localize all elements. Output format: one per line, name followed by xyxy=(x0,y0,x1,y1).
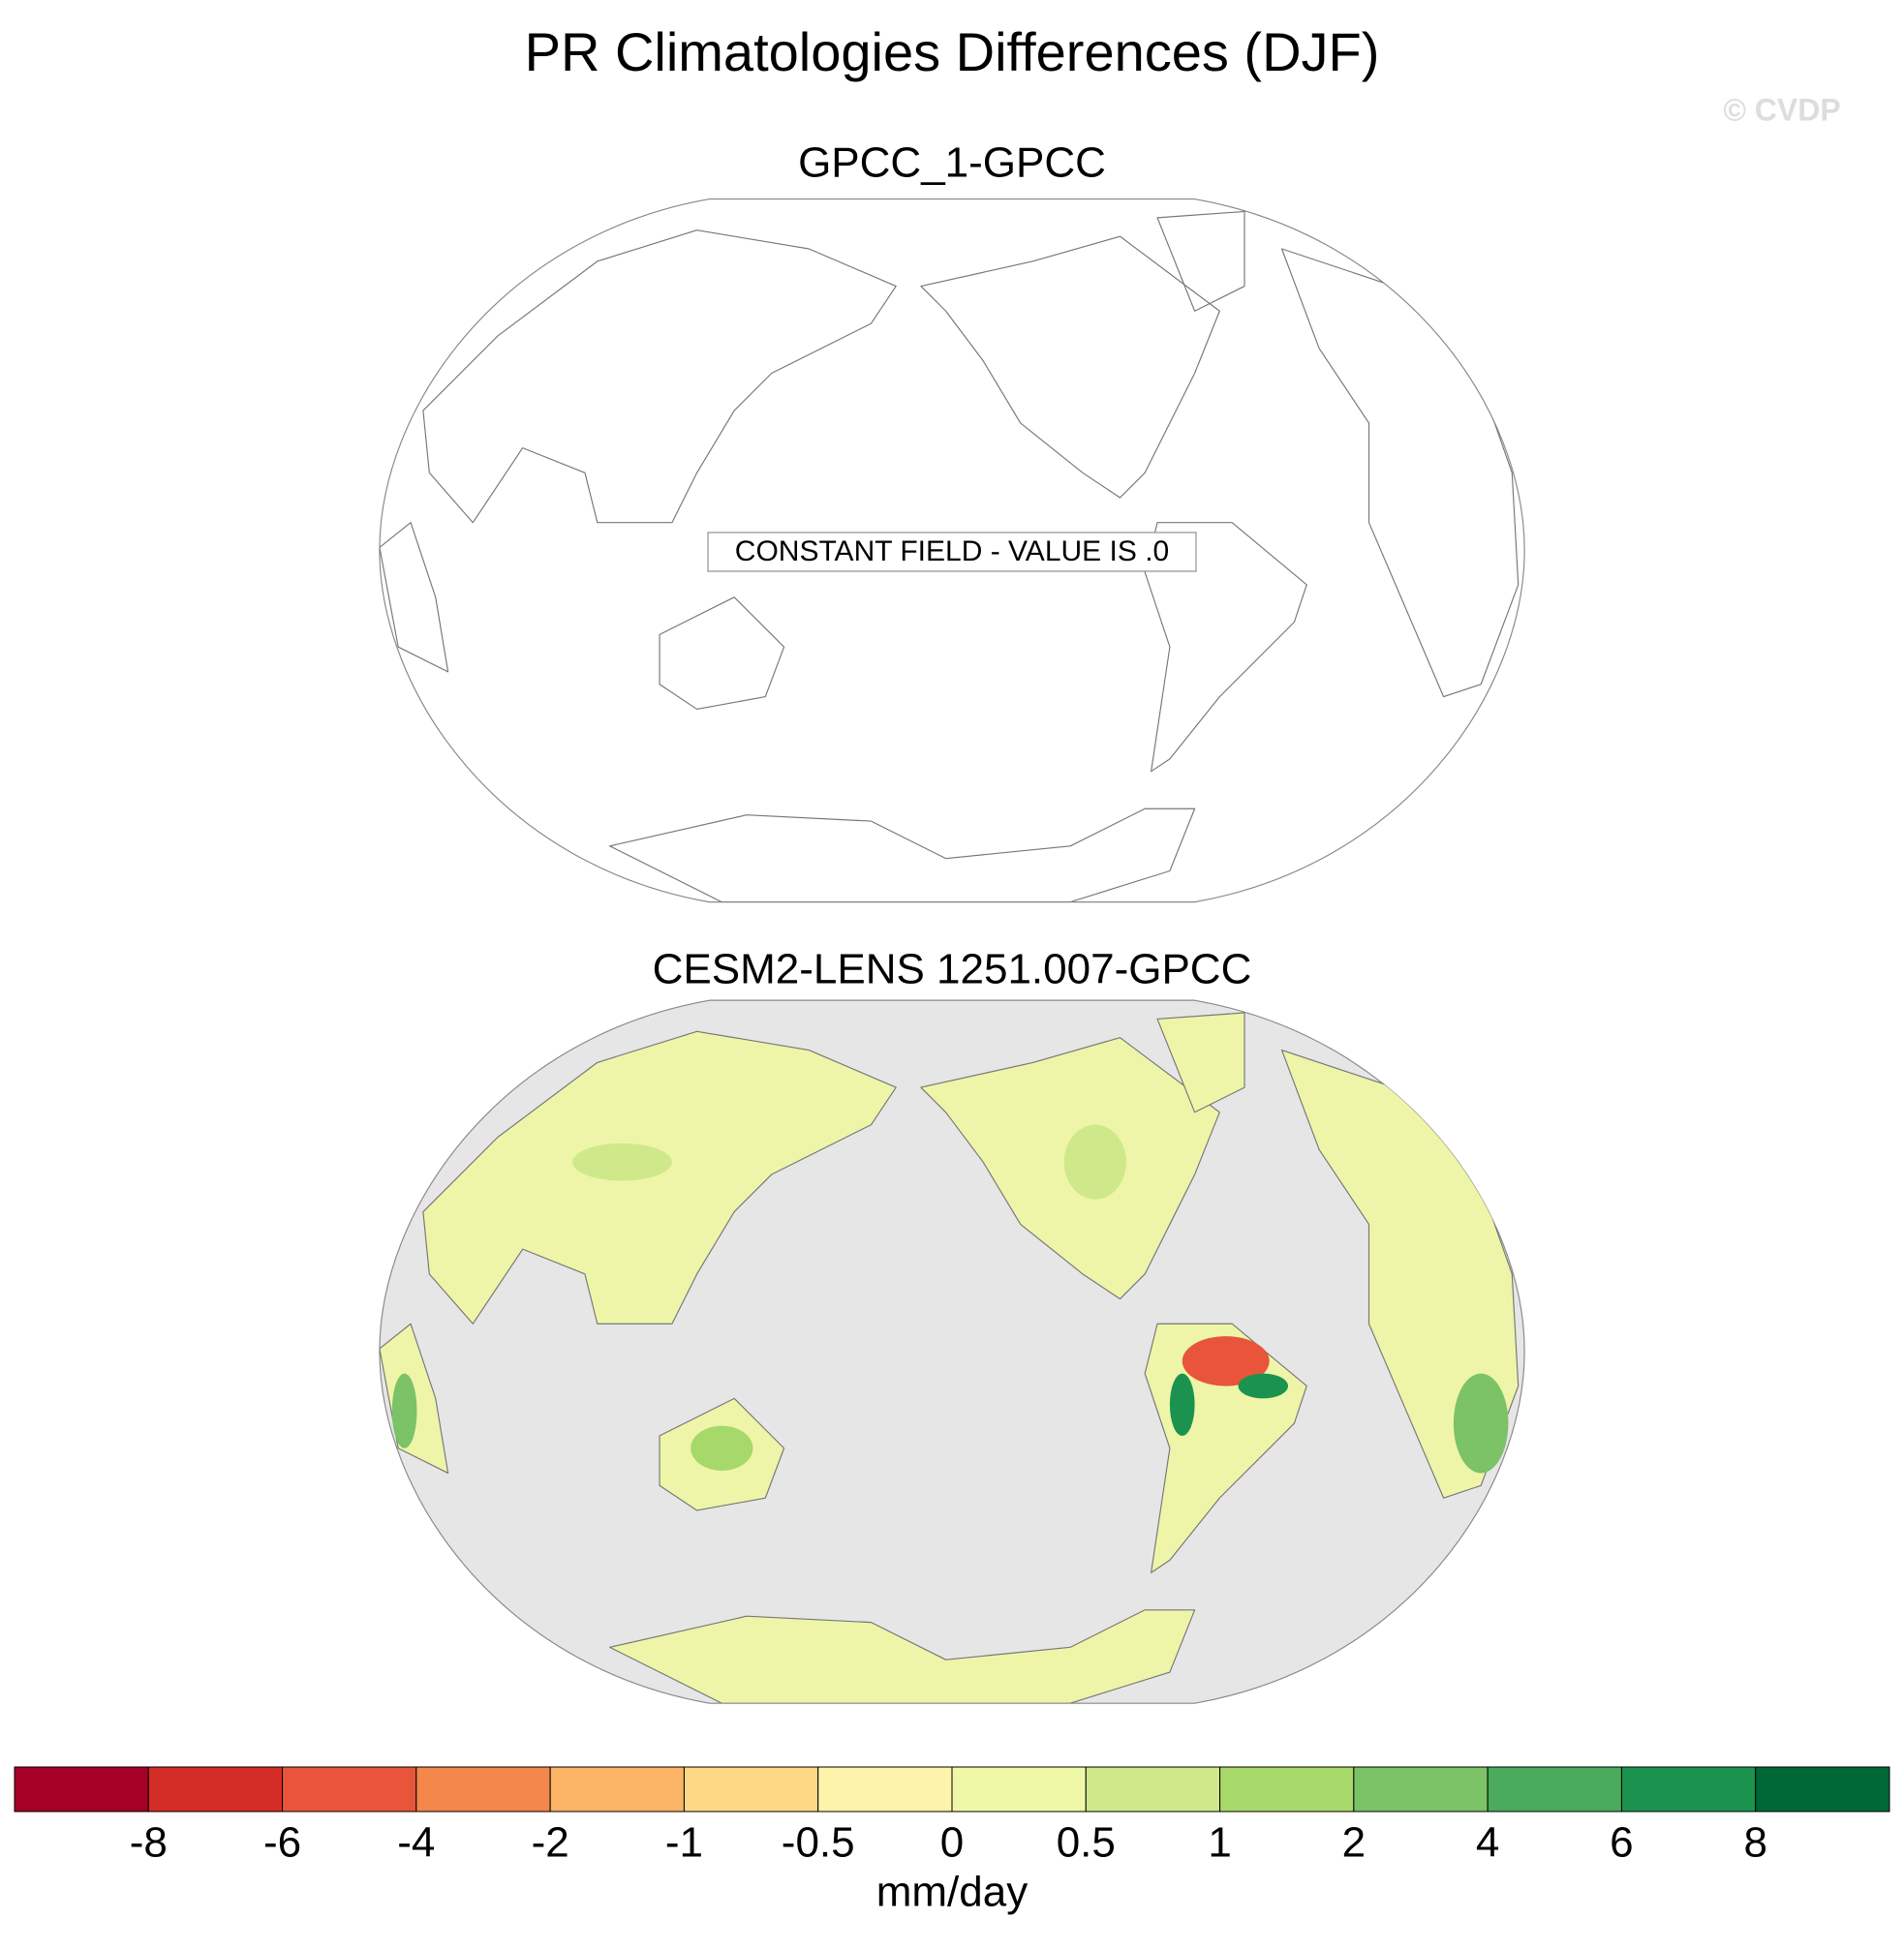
colorbar-tick-label: 1 xyxy=(1208,1819,1231,1867)
colorbar-tick-label: 8 xyxy=(1743,1819,1766,1867)
colorbar-tick-label: -6 xyxy=(263,1819,301,1867)
colorbar-box xyxy=(951,1766,1087,1813)
colorbar-tick-label: -8 xyxy=(130,1819,168,1867)
colorbar-box xyxy=(1085,1766,1221,1813)
colorbar-box xyxy=(282,1766,417,1813)
colorbar-tick-label: 0 xyxy=(940,1819,964,1867)
colorbar-box xyxy=(1487,1766,1622,1813)
colorbar-box xyxy=(1353,1766,1489,1813)
panel-title: GPCC_1-GPCC xyxy=(798,139,1106,187)
colorbar-box xyxy=(415,1766,551,1813)
colorbar-tick-label: -4 xyxy=(397,1819,435,1867)
colorbar-tick-label: 0.5 xyxy=(1057,1819,1116,1867)
colorbar-box xyxy=(549,1766,685,1813)
colorbar-box xyxy=(1620,1766,1757,1813)
colorbar-tick-label: -0.5 xyxy=(782,1819,855,1867)
colorbar-box xyxy=(14,1766,149,1813)
colorbar-box xyxy=(817,1766,953,1813)
colorbar-box xyxy=(1219,1766,1355,1813)
colorbar: -8 -6 -4 -2 -1 -0.5 0 0.5 1 2 4 6 8 xyxy=(14,1766,1890,1867)
annotation-box xyxy=(707,532,1197,572)
watermark: © CVDP xyxy=(1723,92,1840,127)
figure-title: PR Climatologies Differences (DJF) xyxy=(525,21,1380,82)
map xyxy=(379,999,1525,1704)
colorbar-tick-label: 6 xyxy=(1610,1819,1633,1867)
colorbar-box xyxy=(683,1766,819,1813)
colorbar-tick-label: -1 xyxy=(665,1819,703,1867)
colorbar-tick-label: -2 xyxy=(532,1819,569,1867)
colorbar-box xyxy=(1755,1766,1890,1813)
colorbar-label: mm/day xyxy=(876,1869,1028,1916)
colorbar-box xyxy=(147,1766,284,1813)
colorbar-tick-label: 2 xyxy=(1342,1819,1366,1867)
annotation: CONSTANT FIELD - VALUE IS .0 xyxy=(735,535,1169,567)
colorbar-tick-label: 4 xyxy=(1476,1819,1499,1867)
panel-title: CESM2-LENS 1251.007-GPCC xyxy=(653,946,1252,993)
